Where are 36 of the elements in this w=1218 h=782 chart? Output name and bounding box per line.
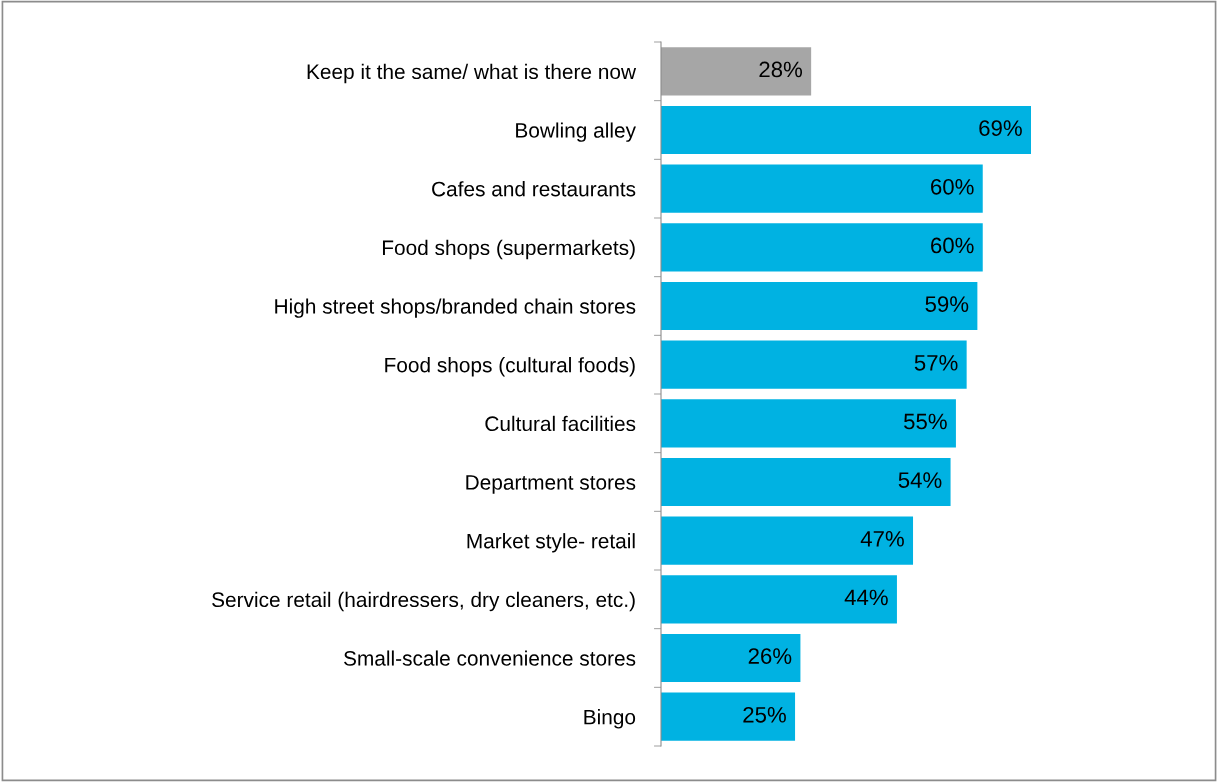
- bar: [661, 457, 951, 507]
- data-label: 26%: [748, 648, 792, 664]
- y-tick-label: Small-scale convenience stores: [344, 650, 636, 666]
- y-tick-label: Bingo: [584, 709, 636, 729]
- y-tick-label: Food shops (cultural foods): [385, 357, 635, 377]
- bar: [661, 692, 796, 741]
- data-label: 47%: [860, 530, 904, 547]
- bar: [661, 633, 801, 683]
- data-label: 57%: [914, 354, 958, 371]
- bar: [661, 575, 897, 624]
- y-tick-label: Bowling alley: [516, 122, 636, 142]
- data-label: 55%: [904, 413, 947, 430]
- data-label: 69%: [979, 120, 1022, 136]
- bar: [661, 47, 812, 96]
- y-tick-label: Keep it the same/ what is there now: [307, 63, 637, 84]
- y-tick-label: Market style- retail: [467, 533, 635, 553]
- data-label: 60%: [931, 237, 974, 254]
- data-label: 44%: [844, 589, 888, 606]
- bar: [661, 223, 983, 272]
- data-label: 54%: [898, 472, 942, 488]
- data-label: 28%: [759, 61, 803, 78]
- data-label: 60%: [931, 178, 974, 195]
- y-tick-label: Department stores: [466, 475, 636, 494]
- bar: [661, 281, 978, 331]
- bar: [661, 516, 914, 565]
- y-tick-label: Food shops (supermarkets): [383, 239, 635, 260]
- y-tick-label: Cultural facilities: [485, 415, 636, 432]
- bar: [661, 164, 983, 213]
- bar: [661, 340, 967, 389]
- y-tick-label: Cafes and restaurants: [432, 181, 636, 197]
- y-tick-label: Service retail (hairdressers, dry cleaners, etc.): [212, 591, 635, 612]
- y-tick-label: High street shops/branded chain stores: [275, 298, 636, 318]
- bar: [661, 399, 956, 448]
- data-label: 25%: [743, 706, 786, 723]
- data-label: 59%: [925, 296, 969, 312]
- bar: [661, 105, 1031, 155]
